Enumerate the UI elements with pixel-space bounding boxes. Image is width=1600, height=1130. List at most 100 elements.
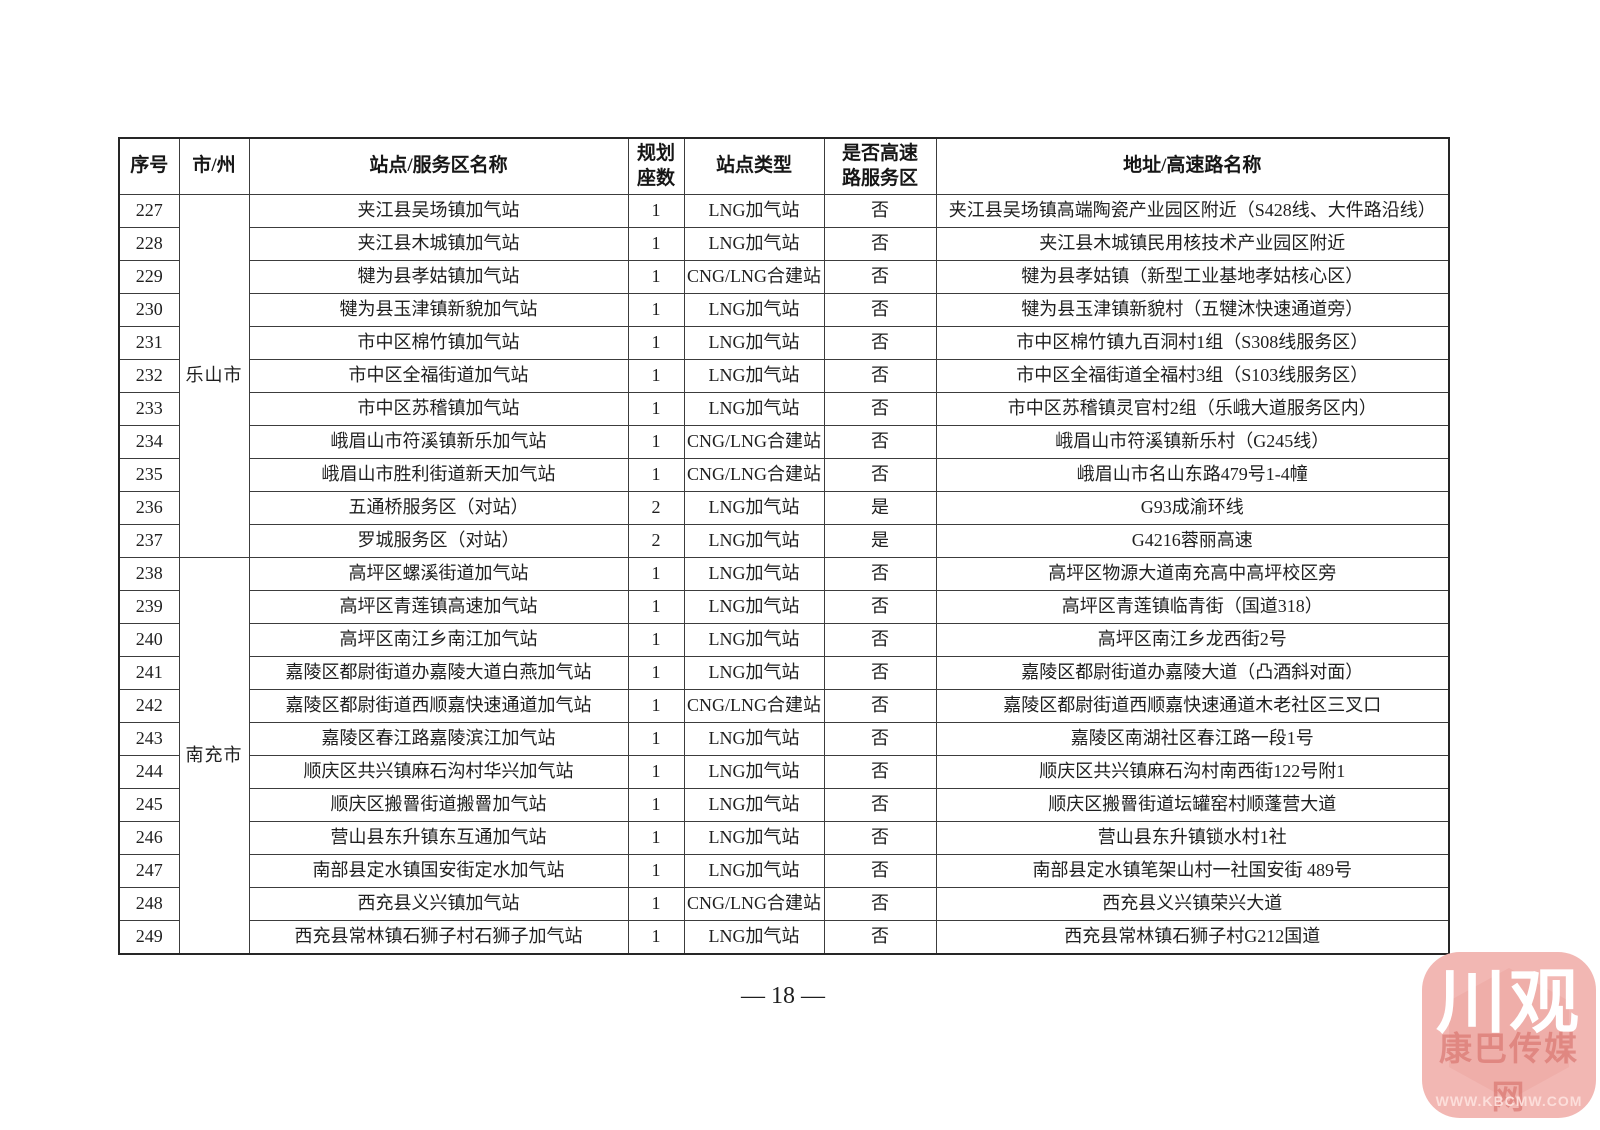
- cell-serial: 240: [118, 623, 180, 657]
- cell-address: 夹江县木城镇民用核技术产业园区附近: [935, 227, 1450, 261]
- table-row: 234 峨眉山市符溪镇新乐加气站 1 CNG/LNG合建站否峨眉山市符溪镇新乐村（G2…: [118, 425, 1450, 459]
- cell-station-name: 顺庆区搬罾街道搬罾加气站: [248, 788, 629, 822]
- cell-station-type: LNG加气站: [683, 326, 825, 360]
- table-row: 241 嘉陵区都尉街道办嘉陵大道白燕加气站 1 LNG加气站否嘉陵区都尉街道办嘉陵大道…: [118, 656, 1450, 690]
- cell-station-name: 市中区全福街道加气站: [248, 359, 629, 393]
- cell-serial: 230: [118, 293, 180, 327]
- cell-station-type: LNG加气站: [683, 788, 825, 822]
- cell-station-type: CNG/LNG合建站: [683, 260, 825, 294]
- cell-city-group: 南充市: [178, 557, 250, 955]
- cell-serial: 232: [118, 359, 180, 393]
- header-planned-count: 规划 座数: [627, 137, 685, 195]
- cell-address: 犍为县孝姑镇（新型工业基地孝姑核心区）: [935, 260, 1450, 294]
- cell-serial: 227: [118, 194, 180, 228]
- table-row: 243 嘉陵区春江路嘉陵滨江加气站 1 LNG加气站否嘉陵区南湖社区春江路一段1号: [118, 722, 1450, 756]
- cell-highway-flag: 否: [823, 788, 937, 822]
- cell-serial: 236: [118, 491, 180, 525]
- cell-station-type: LNG加气站: [683, 557, 825, 591]
- hexagon-logo-shape: [1449, 968, 1569, 1100]
- cell-address: 高坪区物源大道南充高中高坪校区旁: [935, 557, 1450, 591]
- cell-address: 嘉陵区都尉街道西顺嘉快速通道木老社区三叉口: [935, 689, 1450, 723]
- cell-planned-count: 1: [627, 425, 685, 459]
- cell-station-type: LNG加气站: [683, 491, 825, 525]
- cell-station-name: 峨眉山市符溪镇新乐加气站: [248, 425, 629, 459]
- header-city: 市/州: [178, 137, 250, 195]
- cell-station-name: 嘉陵区都尉街道西顺嘉快速通道加气站: [248, 689, 629, 723]
- cell-station-name: 嘉陵区都尉街道办嘉陵大道白燕加气站: [248, 656, 629, 690]
- cell-station-type: LNG加气站: [683, 227, 825, 261]
- table-row: 228 夹江县木城镇加气站 1 LNG加气站否夹江县木城镇民用核技术产业园区附近: [118, 227, 1450, 261]
- cell-planned-count: 1: [627, 194, 685, 228]
- cell-highway-flag: 否: [823, 458, 937, 492]
- cell-planned-count: 1: [627, 359, 685, 393]
- cell-highway-flag: 否: [823, 425, 937, 459]
- cell-serial: 246: [118, 821, 180, 855]
- cell-station-name: 市中区棉竹镇加气站: [248, 326, 629, 360]
- watermark-url: WWW.KBCMW.COM: [1435, 1093, 1583, 1109]
- cell-highway-flag: 否: [823, 227, 937, 261]
- cell-station-type: LNG加气站: [683, 524, 825, 558]
- table-row: 231 市中区棉竹镇加气站 1 LNG加气站否市中区棉竹镇九百洞村1组（S308线服务…: [118, 326, 1450, 360]
- cell-serial: 243: [118, 722, 180, 756]
- cell-address: 高坪区青莲镇临青街（国道318）: [935, 590, 1450, 624]
- cell-planned-count: 1: [627, 656, 685, 690]
- cell-station-name: 犍为县玉津镇新貌加气站: [248, 293, 629, 327]
- cell-address: 市中区棉竹镇九百洞村1组（S308线服务区）: [935, 326, 1450, 360]
- header-address: 地址/高速路名称: [935, 137, 1450, 195]
- cell-station-name: 犍为县孝姑镇加气站: [248, 260, 629, 294]
- cell-highway-flag: 否: [823, 623, 937, 657]
- cell-station-name: 五通桥服务区（对站）: [248, 491, 629, 525]
- table-row: 227 乐山市 夹江县吴场镇加气站 1 LNG加气站否夹江县吴场镇高端陶瓷产业园区附近（…: [118, 194, 1450, 558]
- cell-station-name: 西充县常林镇石狮子村石狮子加气站: [248, 920, 629, 955]
- table-row: 233 市中区苏稽镇加气站 1 LNG加气站否市中区苏稽镇灵官村2组（乐峨大道服务区内…: [118, 392, 1450, 426]
- cell-station-name: 峨眉山市胜利街道新天加气站: [248, 458, 629, 492]
- cell-station-type: LNG加气站: [683, 722, 825, 756]
- cell-station-type: CNG/LNG合建站: [683, 689, 825, 723]
- cell-serial: 234: [118, 425, 180, 459]
- gas-station-table: 序号 市/州 站点/服务区名称 规划 座数 站点类型 是否高速 路服务区 地址/…: [118, 137, 1450, 955]
- cell-station-type: LNG加气站: [683, 590, 825, 624]
- cell-serial: 242: [118, 689, 180, 723]
- table-row: 236 五通桥服务区（对站） 2 LNG加气站是 G93成渝环线: [118, 491, 1450, 525]
- cell-address: 峨眉山市符溪镇新乐村（G245线）: [935, 425, 1450, 459]
- cell-station-name: 高坪区青莲镇高速加气站: [248, 590, 629, 624]
- cell-planned-count: 2: [627, 524, 685, 558]
- cell-serial: 229: [118, 260, 180, 294]
- cell-station-type: LNG加气站: [683, 854, 825, 888]
- cell-station-name: 西充县义兴镇加气站: [248, 887, 629, 921]
- cell-station-type: LNG加气站: [683, 920, 825, 955]
- cell-serial: 235: [118, 458, 180, 492]
- cell-highway-flag: 否: [823, 260, 937, 294]
- table-row: 235 峨眉山市胜利街道新天加气站 1 CNG/LNG合建站否峨眉山市名山东路479号…: [118, 458, 1450, 492]
- table-row: 244 顺庆区共兴镇麻石沟村华兴加气站 1 LNG加气站否顺庆区共兴镇麻石沟村南西街1…: [118, 755, 1450, 789]
- cell-planned-count: 1: [627, 326, 685, 360]
- cell-address: 市中区全福街道全福村3组（S103线服务区）: [935, 359, 1450, 393]
- cell-address: 市中区苏稽镇灵官村2组（乐峨大道服务区内）: [935, 392, 1450, 426]
- cell-highway-flag: 否: [823, 821, 937, 855]
- cell-address: 南部县定水镇笔架山村一社国安街 489号: [935, 854, 1450, 888]
- table-row: 249 西充县常林镇石狮子村石狮子加气站 1 LNG加气站否西充县常林镇石狮子村G21…: [118, 920, 1450, 955]
- table-row: 229 犍为县孝姑镇加气站 1 CNG/LNG合建站否犍为县孝姑镇（新型工业基地孝姑核…: [118, 260, 1450, 294]
- cell-station-name: 市中区苏稽镇加气站: [248, 392, 629, 426]
- cell-address: 营山县东升镇锁水村1社: [935, 821, 1450, 855]
- cell-planned-count: 1: [627, 788, 685, 822]
- cell-station-type: LNG加气站: [683, 656, 825, 690]
- cell-planned-count: 1: [627, 854, 685, 888]
- cell-serial: 231: [118, 326, 180, 360]
- cell-serial: 238: [118, 557, 180, 591]
- cell-city-group: 乐山市: [178, 194, 250, 558]
- cell-station-name: 嘉陵区春江路嘉陵滨江加气站: [248, 722, 629, 756]
- cell-planned-count: 1: [627, 392, 685, 426]
- table-row: 245 顺庆区搬罾街道搬罾加气站 1 LNG加气站否顺庆区搬罾街道坛罐窑村顺蓬营大道: [118, 788, 1450, 822]
- cell-address: 犍为县玉津镇新貌村（五犍沐快速通道旁）: [935, 293, 1450, 327]
- cell-station-name: 顺庆区共兴镇麻石沟村华兴加气站: [248, 755, 629, 789]
- cell-highway-flag: 否: [823, 590, 937, 624]
- cell-highway-flag: 是: [823, 491, 937, 525]
- cell-address: 顺庆区搬罾街道坛罐窑村顺蓬营大道: [935, 788, 1450, 822]
- cell-address: 嘉陵区南湖社区春江路一段1号: [935, 722, 1450, 756]
- page-number: — 18 —: [741, 983, 825, 1009]
- cell-address: 高坪区南江乡龙西街2号: [935, 623, 1450, 657]
- cell-serial: 248: [118, 887, 180, 921]
- cell-highway-flag: 否: [823, 887, 937, 921]
- cell-station-name: 高坪区螺溪街道加气站: [248, 557, 629, 591]
